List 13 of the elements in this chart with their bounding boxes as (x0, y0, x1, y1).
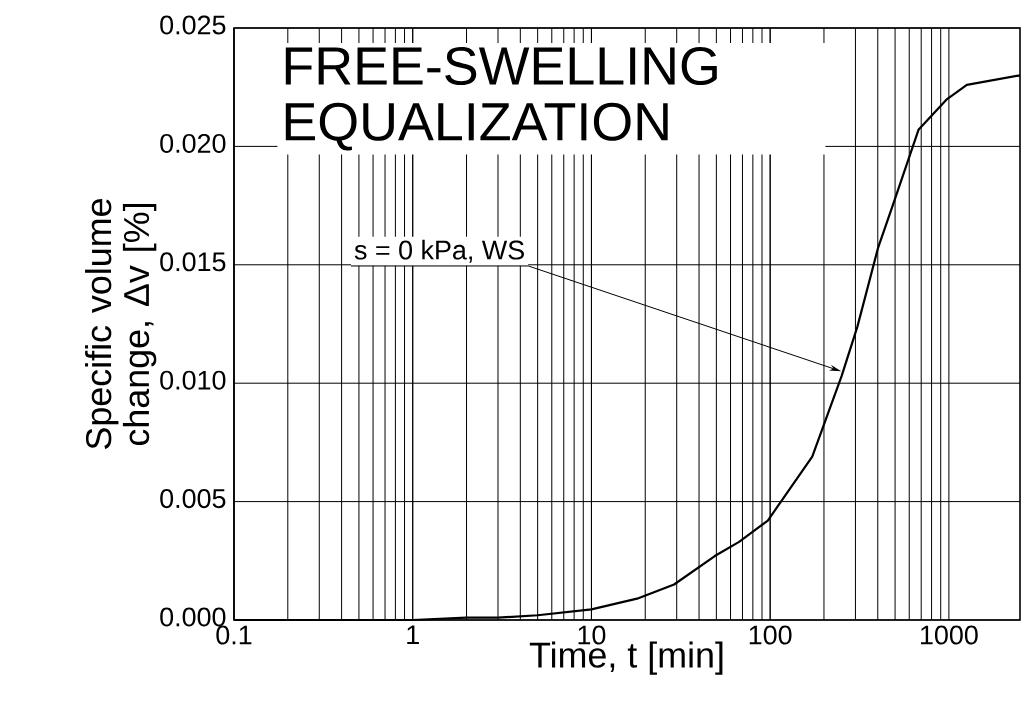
y-axis-title: Specific volume change, Δv [%] (85, 199, 157, 449)
x-tick-label: 1000 (921, 625, 978, 645)
y-tick-label: 0.020 (160, 133, 226, 153)
x-tick-label: 0.1 (216, 625, 252, 645)
y-tick-label: 0.005 (160, 489, 226, 509)
x-tick-label: 100 (749, 625, 792, 645)
x-tick-label: 1 (407, 625, 419, 645)
text: FREE-SWELLING EQUALIZATION (285, 46, 717, 151)
annotation: s = 0 kPa, WS (354, 239, 524, 263)
y-tick-label: 0.025 (160, 15, 226, 35)
y-tick-label: 0.015 (160, 252, 226, 272)
y-tick-label: 0.000 (160, 607, 226, 627)
y-tick-label: 0.010 (160, 370, 226, 390)
